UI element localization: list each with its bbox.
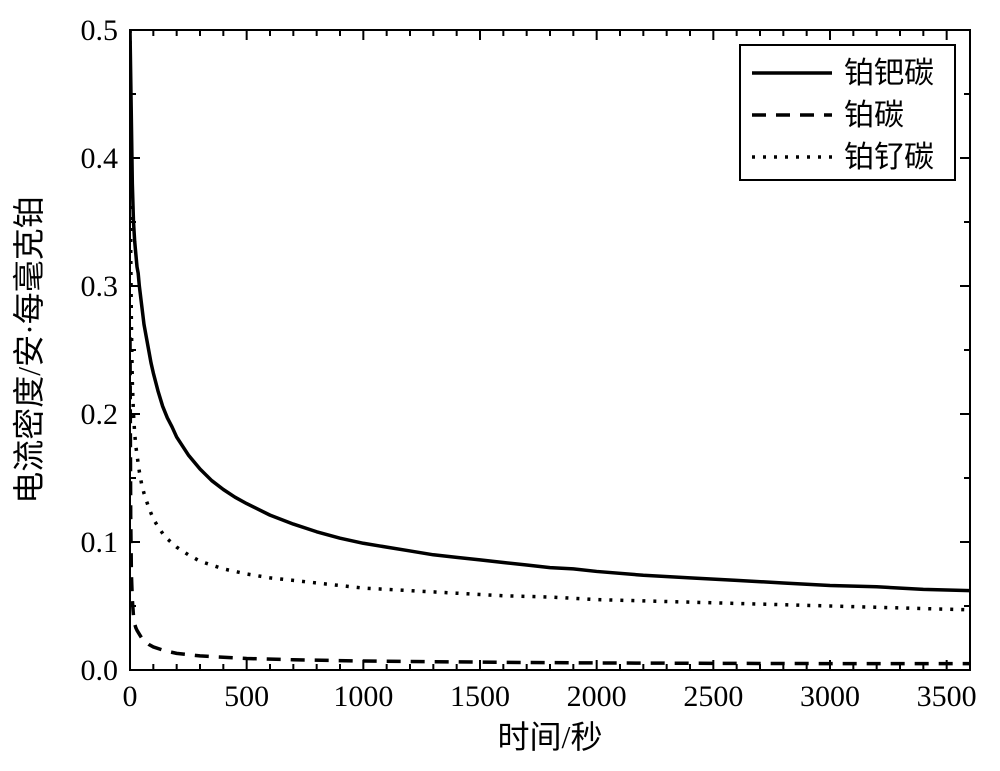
- svg-text:1500: 1500: [450, 680, 510, 713]
- svg-text:0: 0: [123, 680, 138, 713]
- svg-text:2000: 2000: [567, 680, 627, 713]
- svg-text:0.4: 0.4: [81, 142, 119, 175]
- svg-text:电流密度/安·每毫克铂: 电流密度/安·每毫克铂: [11, 196, 47, 504]
- svg-text:铂碳: 铂碳: [844, 99, 904, 132]
- svg-text:3000: 3000: [800, 680, 860, 713]
- svg-text:500: 500: [224, 680, 269, 713]
- svg-text:2500: 2500: [683, 680, 743, 713]
- svg-text:0.1: 0.1: [81, 526, 119, 559]
- svg-text:3500: 3500: [917, 680, 977, 713]
- svg-text:1000: 1000: [333, 680, 393, 713]
- chart-container: 0 500 1000 1500 2000 2500 3000 3500 0.0 0.1 0.2 0.3…: [0, 0, 1000, 771]
- svg-text:0.5: 0.5: [81, 14, 119, 47]
- svg-text:铂钌碳: 铂钌碳: [844, 141, 934, 174]
- svg-text:0.3: 0.3: [81, 270, 119, 303]
- svg-text:0.0: 0.0: [81, 654, 119, 687]
- svg-text:铂钯碳: 铂钯碳: [844, 57, 934, 90]
- svg-text:时间/秒: 时间/秒: [498, 719, 603, 755]
- svg-text:0.2: 0.2: [81, 398, 119, 431]
- chart-svg: 0 500 1000 1500 2000 2500 3000 3500 0.0 0.1 0.2 0.3…: [0, 0, 1000, 771]
